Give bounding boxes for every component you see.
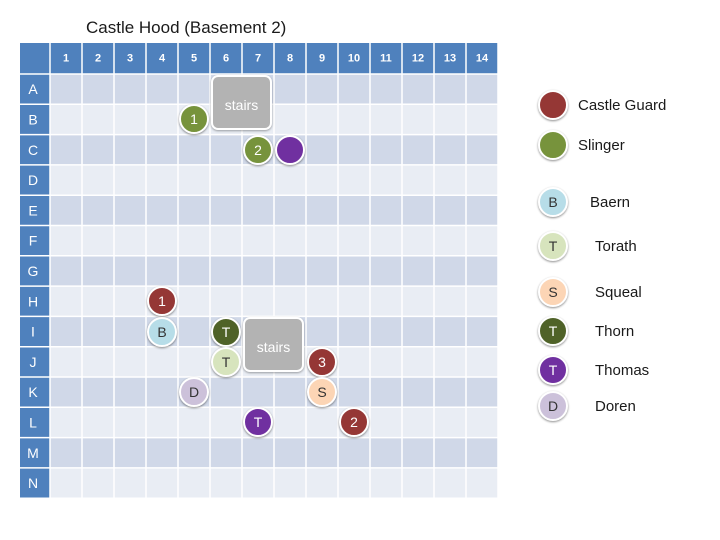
thorn-legend-token: T xyxy=(538,316,568,346)
row-header: C xyxy=(28,142,38,158)
doren-legend-token: D xyxy=(538,391,568,421)
row-header: N xyxy=(28,475,38,491)
legend-label: Slinger xyxy=(578,136,625,154)
legend-label: Doren xyxy=(595,397,636,415)
legend-label: Castle Guard xyxy=(578,96,667,114)
thomas-token[interactable]: T xyxy=(243,407,273,438)
column-header: 6 xyxy=(223,53,229,65)
legend-item-baern: B Baern xyxy=(538,186,630,218)
column-header-bar xyxy=(20,43,498,74)
slinger-legend-token xyxy=(538,130,568,160)
stairs-label: stairs xyxy=(256,339,291,356)
squeal-legend-token: S xyxy=(538,277,568,307)
castle-guard-legend-token xyxy=(538,90,568,120)
legend-item-torath: T Torath xyxy=(538,230,637,262)
row-header: E xyxy=(28,202,37,218)
legend-item-thomas: T Thomas xyxy=(538,354,649,386)
row-header: F xyxy=(29,233,38,249)
map-title: Castle Hood (Basement 2) xyxy=(86,18,287,37)
row-header: A xyxy=(28,81,38,97)
column-header: 4 xyxy=(159,53,166,65)
legend-item-doren: D Doren xyxy=(538,390,636,422)
slinger-token[interactable]: 1 xyxy=(179,104,209,135)
column-header: 10 xyxy=(348,53,360,65)
squeal-token[interactable]: S xyxy=(307,377,337,408)
column-header: 3 xyxy=(127,53,133,65)
legend-item-castle-guard: Castle Guard xyxy=(538,89,666,121)
row-header: H xyxy=(28,293,38,309)
column-header: 7 xyxy=(255,53,261,65)
column-header: 13 xyxy=(444,53,456,65)
castle-guard-token[interactable]: 1 xyxy=(147,286,177,317)
row-header: K xyxy=(28,384,38,400)
thorn-token[interactable]: T xyxy=(211,316,241,347)
legend-label: Baern xyxy=(590,193,631,211)
column-header: 12 xyxy=(412,53,424,65)
column-header: 8 xyxy=(287,53,293,65)
stairs-label: stairs xyxy=(224,97,259,113)
row-header: I xyxy=(31,324,35,340)
column-header: 14 xyxy=(476,53,489,65)
row-header: M xyxy=(27,445,39,461)
castle-guard-token[interactable]: 2 xyxy=(339,407,369,438)
torath-token[interactable]: T xyxy=(211,346,241,377)
stairs-block[interactable]: stairs xyxy=(211,75,272,130)
legend-item-squeal: S Squeal xyxy=(538,276,642,308)
legend-label: Thorn xyxy=(595,322,635,340)
baern-legend-token: B xyxy=(538,187,568,217)
column-header: 1 xyxy=(63,53,69,65)
legend-label: Torath xyxy=(595,237,637,255)
column-header: 11 xyxy=(380,53,392,65)
legend-item-thorn: T Thorn xyxy=(538,315,634,347)
baern-token[interactable]: B xyxy=(147,316,177,347)
row-header: L xyxy=(29,414,37,430)
stairs-block[interactable]: stairs xyxy=(243,317,304,373)
row-header: B xyxy=(28,111,37,127)
legend-label: Thomas xyxy=(595,361,650,379)
castle-guard-token[interactable]: 3 xyxy=(307,346,337,377)
legend-item-slinger: Slinger xyxy=(538,129,625,161)
thomas-legend-token: T xyxy=(538,355,568,385)
row-header: D xyxy=(28,172,38,188)
thomas-token[interactable] xyxy=(275,134,305,165)
row-header: G xyxy=(28,263,39,279)
column-header: 2 xyxy=(95,53,101,65)
doren-token[interactable]: D xyxy=(179,377,209,408)
torath-legend-token: T xyxy=(538,231,568,261)
column-header: 9 xyxy=(319,53,325,65)
slinger-token[interactable]: 2 xyxy=(243,134,273,165)
column-header: 5 xyxy=(191,53,197,65)
row-header: J xyxy=(30,354,37,370)
legend-label: Squeal xyxy=(595,283,642,301)
